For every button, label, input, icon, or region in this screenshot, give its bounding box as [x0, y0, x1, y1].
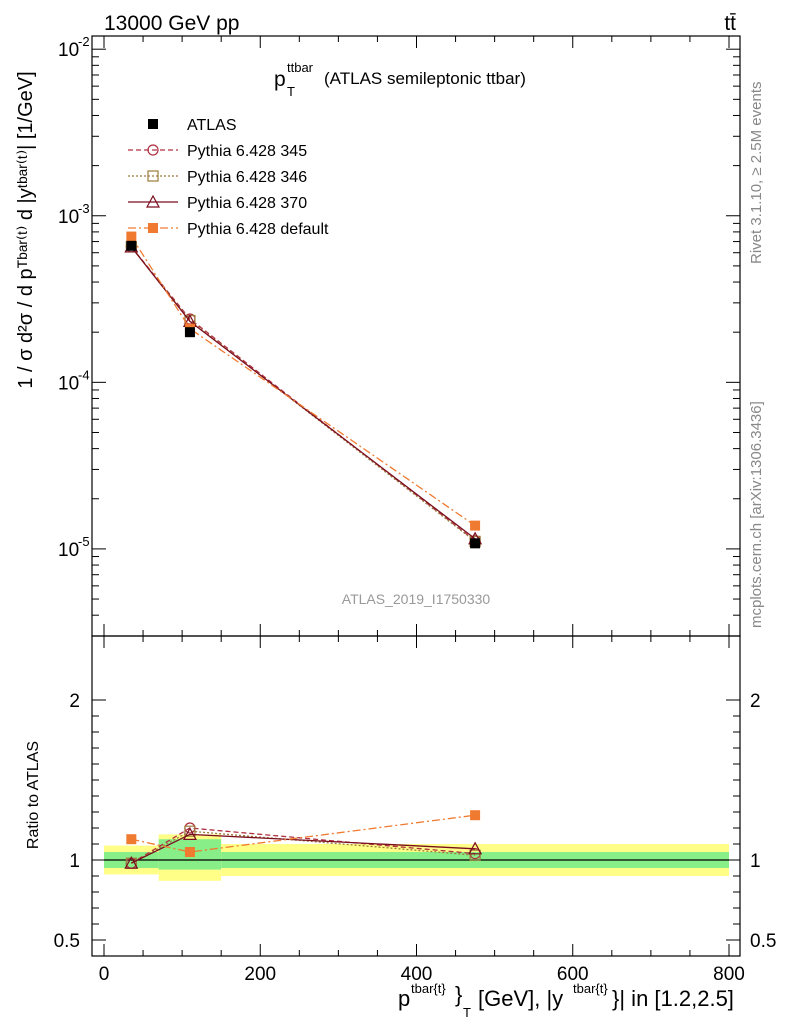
- y-tick-label-exp: -4: [78, 367, 90, 382]
- x-tick-label: 600: [557, 964, 589, 985]
- x-tick-label: 200: [244, 964, 276, 985]
- marker-circle-open: [147, 144, 159, 156]
- rivet-label: Rivet 3.1.10, ≥ 2.5M events: [748, 82, 765, 265]
- series-line: [130, 246, 476, 542]
- y-tick-label-base: 10: [58, 207, 79, 228]
- series-pythia-6-428-346: [125, 241, 481, 547]
- title-rest: (ATLAS semileptonic ttbar): [324, 69, 526, 88]
- y-tick-label-ratio: 0.5: [54, 931, 80, 952]
- marker-square: [470, 520, 481, 531]
- marker-square: [470, 538, 481, 549]
- y-tick-label-main: 10-5: [58, 534, 90, 561]
- y-tick-label-main: 10-3: [58, 201, 90, 228]
- y-tick-label-ratio-right: 0.5: [750, 931, 776, 952]
- series-pythia-6-428-default: [126, 231, 481, 531]
- marker-square: [148, 119, 158, 129]
- title-sup: ttbar: [287, 60, 314, 75]
- ratio-line: [131, 833, 476, 864]
- svg-text:[GeV], |y: [GeV], |y: [478, 986, 563, 1011]
- series-line: [130, 246, 476, 542]
- marker-square: [126, 834, 137, 845]
- ratio-ylabel: Ratio to ATLAS: [25, 741, 42, 849]
- legend-label: Pythia 6.428 default: [187, 221, 329, 238]
- y-tick-label-exp: -2: [78, 34, 90, 49]
- ratio-pythia-6-428-default: [126, 810, 481, 857]
- y-tick-label-main: 10-4: [58, 367, 90, 394]
- main-title: p ttbar T (ATLAS semileptonic ttbar): [274, 60, 526, 99]
- svg-text:p: p: [398, 986, 410, 1011]
- ratio-plot-frame: [91, 635, 741, 957]
- legend-entry: Pythia 6.428 370: [128, 194, 307, 212]
- series-pythia-6-428-370: [124, 239, 483, 545]
- y-tick-label-main: 10-2: [58, 34, 90, 61]
- svg-text:tbar{t}: tbar{t}: [411, 981, 446, 996]
- y-tick-label-ratio: 1: [69, 851, 80, 872]
- legend-label: Pythia 6.428 370: [187, 195, 307, 212]
- header-left: 13000 GeV pp: [104, 12, 239, 35]
- marker-square: [184, 327, 195, 338]
- ratio-bands: [104, 834, 729, 881]
- y-tick-label-exp: -3: [78, 201, 90, 216]
- mcplots-label: mcplots.cern.ch [arXiv:1306.3436]: [748, 401, 765, 628]
- y-tick-label-ratio-right: 2: [750, 691, 761, 712]
- legend: ATLAS Pythia 6.428 345 Pythia 6.428 346 Pyt…: [128, 117, 329, 238]
- marker-triangle-open: [124, 855, 139, 869]
- marker-square: [126, 231, 137, 242]
- analysis-watermark: ATLAS_2019_I1750330: [342, 591, 491, 607]
- marker-triangle-open: [182, 827, 197, 841]
- svg-text:}| in [1.2,2.5]: }| in [1.2,2.5]: [612, 986, 734, 1011]
- legend-label: Pythia 6.428 345: [187, 143, 307, 160]
- svg-text:T: T: [463, 1005, 471, 1020]
- legend-entry: Pythia 6.428 default: [128, 221, 329, 238]
- legend-label: Pythia 6.428 346: [187, 169, 307, 186]
- y-tick-label-exp: -5: [78, 534, 90, 549]
- marker-triangle-open: [468, 841, 483, 855]
- marker-square-open: [184, 825, 196, 837]
- marker-triangle-open: [145, 194, 161, 208]
- svg-text:}: }: [455, 982, 462, 1007]
- main-series: [124, 231, 483, 549]
- marker-square: [184, 847, 195, 857]
- legend-entry: Pythia 6.428 346: [128, 169, 307, 186]
- y-tick-label-base: 10: [58, 540, 79, 561]
- series-atlas: [126, 240, 481, 549]
- series-line: [130, 246, 476, 540]
- legend-entry: Pythia 6.428 345: [128, 143, 307, 160]
- marker-square: [148, 223, 158, 233]
- x-tick-label: 800: [713, 964, 745, 985]
- main-ylabel: 1 / σ d²σ / d pᵀᵇᵃʳ⁽ᵗ⁾ d |yᵗᵇᵃʳ⁽ᵗ⁾| [1/G…: [15, 71, 37, 388]
- legend-entry: ATLAS: [148, 117, 237, 134]
- y-tick-label-ratio: 2: [69, 691, 80, 712]
- series-line: [130, 236, 476, 527]
- title-p: p: [274, 68, 286, 91]
- marker-square-open: [147, 170, 159, 182]
- header-right: tt̄: [724, 12, 736, 35]
- y-tick-label-base: 10: [58, 373, 79, 394]
- ratio-series: [124, 810, 483, 869]
- ratio-line: [131, 830, 476, 864]
- series-pythia-6-428-345: [125, 241, 481, 547]
- x-axis-label: p tbar{t} } T [GeV], |y tbar{t} }| in [1…: [398, 981, 734, 1020]
- marker-square: [126, 240, 137, 251]
- marker-square-open: [469, 849, 481, 861]
- legend-label: ATLAS: [187, 117, 237, 134]
- y-tick-label-ratio-right: 1: [750, 851, 761, 872]
- title-sub: T: [287, 84, 295, 99]
- x-tick-label: 400: [401, 964, 433, 985]
- x-tick-label: 0: [99, 964, 110, 985]
- svg-text:tbar{t}: tbar{t}: [573, 981, 608, 996]
- marker-square: [470, 810, 481, 821]
- ratio-pythia-6-428-370: [124, 827, 483, 869]
- y-tick-label-base: 10: [58, 40, 79, 61]
